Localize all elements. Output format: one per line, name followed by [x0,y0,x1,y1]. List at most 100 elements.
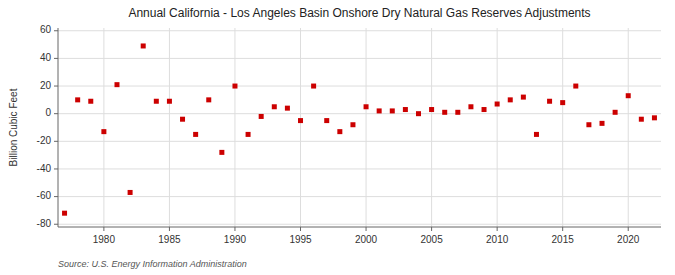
x-tick-label: 2000 [355,234,378,245]
grid-line [58,224,661,225]
point [639,117,644,122]
x-tick-label: 2020 [617,234,640,245]
point [455,110,460,115]
x-tick [300,227,301,231]
grid-line [169,28,170,227]
x-tick-label: 2010 [486,234,509,245]
x-tick [431,227,432,231]
point [101,129,106,134]
point [88,99,93,104]
x-tick [103,227,104,231]
point [390,108,395,113]
grid-line [431,28,432,227]
x-tick [497,227,498,231]
point [534,132,539,137]
point [468,104,473,109]
grid-line [562,28,563,227]
point [259,114,264,119]
grid-line [497,28,498,227]
x-tick-label: 2005 [420,234,443,245]
x-tick-label: 1980 [93,234,116,245]
y-tick [54,168,58,169]
x-tick [628,227,629,231]
grid [58,28,661,227]
point [154,99,159,104]
point [377,108,382,113]
x-tick-label: 1985 [158,234,181,245]
point [206,97,211,102]
point [337,129,342,134]
grid-line [58,168,661,169]
grid-line [628,28,629,227]
y-tick [54,113,58,114]
point [180,117,185,122]
grid-line [58,113,661,114]
point [586,122,591,127]
x-tick-label: 2015 [552,234,575,245]
x-tick-label: 1990 [224,234,247,245]
point [403,107,408,112]
grid-line [58,141,661,142]
y-tick-label: 60 [40,24,52,35]
grid-line [58,30,661,31]
grid-line [103,28,104,227]
point [416,111,421,116]
y-axis-line [58,28,59,227]
x-tick-label: 1995 [289,234,312,245]
grid-line [366,28,367,227]
point [193,132,198,137]
y-tick [54,141,58,142]
y-tick-label: -80 [37,218,52,229]
point [442,110,447,115]
y-tick-label: -60 [37,190,52,201]
point [495,102,500,107]
grid-line [234,28,235,227]
point [285,106,290,111]
point [560,100,565,105]
point [613,110,618,115]
point [350,122,355,127]
chart: -80-60-40-200204060198019851990199520002… [0,0,675,275]
y-tick [54,58,58,59]
point [521,95,526,100]
grid-line [58,86,661,87]
y-axis-label: Billion Cubic Feet [8,88,19,166]
y-tick-label: 20 [40,80,52,91]
y-tick [54,196,58,197]
y-tick [54,86,58,87]
point [62,211,67,216]
point [75,97,80,102]
title: Annual California - Los Angeles Basin On… [128,6,590,20]
point [167,99,172,104]
y-tick [54,30,58,31]
grid-line [58,58,661,59]
x-tick [234,227,235,231]
point [272,104,277,109]
point [114,82,119,87]
point [298,118,303,123]
point [429,107,434,112]
point [232,84,237,89]
y-tick-label: 0 [45,107,51,118]
point [626,93,631,98]
y-tick-label: -40 [37,163,52,174]
point [128,190,133,195]
point [600,121,605,126]
source: Source: U.S. Energy Information Administ… [58,259,247,269]
x-tick [366,227,367,231]
point [547,99,552,104]
point [508,97,513,102]
x-tick [562,227,563,231]
x-tick [169,227,170,231]
x-axis-line [58,227,661,228]
points [62,43,657,215]
point [219,150,224,155]
y-tick [54,224,58,225]
grid-line [300,28,301,227]
grid-line [58,196,661,197]
point [324,118,329,123]
point [311,84,316,89]
point [573,84,578,89]
point [482,107,487,112]
point [364,104,369,109]
